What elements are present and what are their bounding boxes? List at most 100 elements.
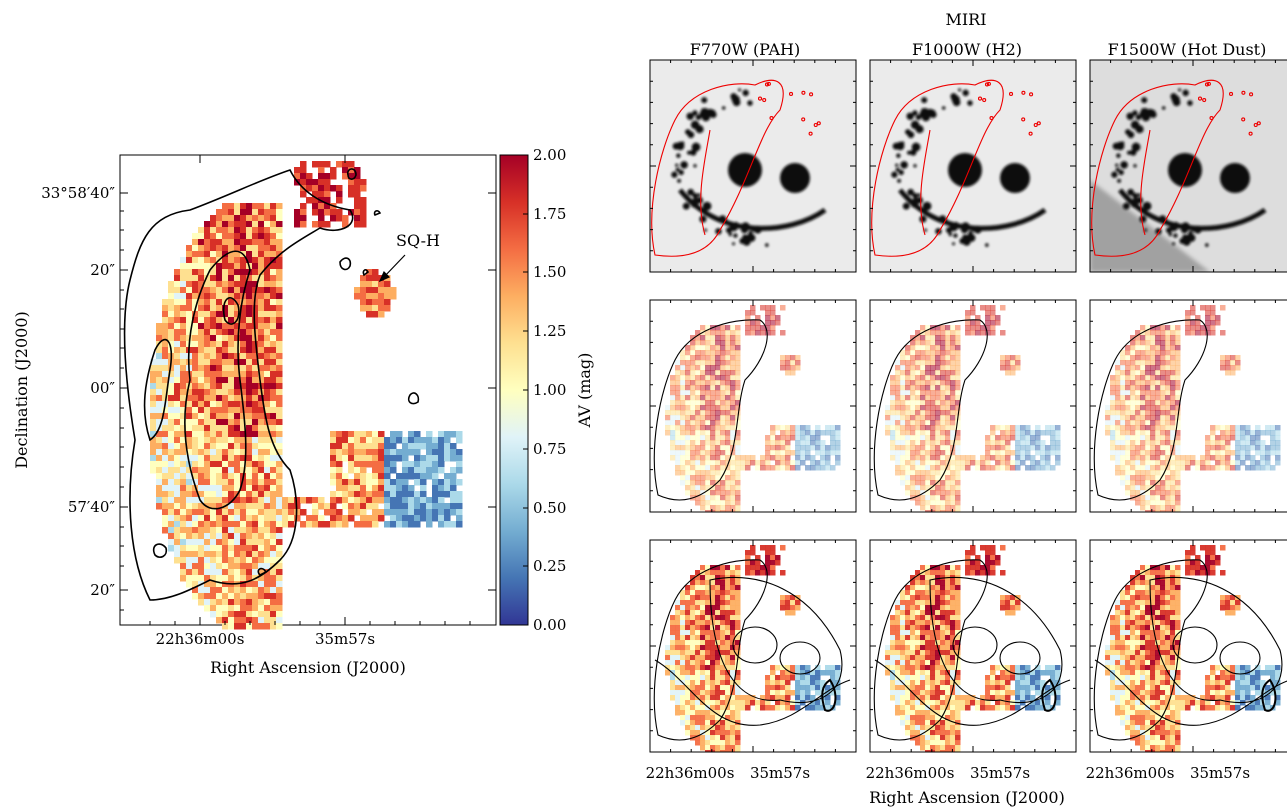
av-pixel — [725, 580, 731, 586]
av-pixel — [950, 360, 956, 366]
av-pixel — [228, 275, 235, 282]
av-pixel — [318, 221, 325, 228]
av-pixel — [945, 595, 951, 601]
av-pixel — [1115, 460, 1121, 466]
av-pixel — [920, 595, 926, 601]
av-pixel — [895, 615, 901, 621]
av-pixel — [264, 485, 271, 492]
av-pixel — [990, 305, 996, 311]
av-pixel — [680, 430, 686, 436]
av-pixel — [685, 625, 691, 631]
av-pixel — [730, 620, 736, 626]
av-pixel — [725, 350, 731, 356]
av-pixel — [1190, 310, 1196, 316]
av-pixel — [1240, 435, 1246, 441]
av-pixel — [940, 615, 946, 621]
av-pixel — [1140, 340, 1146, 346]
av-pixel — [950, 335, 956, 341]
av-pixel — [234, 563, 241, 570]
av-pixel — [228, 395, 235, 402]
av-pixel — [1240, 450, 1246, 456]
av-pixel — [1165, 445, 1171, 451]
av-pixel — [336, 215, 343, 222]
av-pixel — [680, 675, 686, 681]
av-pixel — [312, 185, 319, 192]
av-pixel — [270, 413, 277, 420]
av-pixel — [695, 465, 701, 471]
av-pixel — [192, 443, 199, 450]
av-pixel — [685, 450, 691, 456]
av-pixel — [180, 389, 187, 396]
av-pixel — [930, 395, 936, 401]
av-pixel — [695, 355, 701, 361]
av-pixel — [150, 449, 157, 456]
av-pixel — [1005, 600, 1011, 606]
contours — [653, 319, 768, 501]
av-pixel — [750, 565, 756, 571]
av-pixel — [210, 371, 217, 378]
av-pixel — [955, 390, 961, 396]
av-pixel — [1160, 325, 1166, 331]
av-pixel — [950, 620, 956, 626]
av-pixel — [675, 445, 681, 451]
av-pixel — [745, 460, 751, 466]
red-contours — [1091, 79, 1261, 257]
av-pixel — [1115, 380, 1121, 386]
av-pixel — [240, 503, 247, 510]
av-pixel — [685, 610, 691, 616]
av-pixel — [270, 515, 277, 522]
av-pixel — [360, 521, 367, 528]
av-pixel — [246, 341, 253, 348]
av-pixel — [765, 560, 771, 566]
av-pixel — [895, 400, 901, 406]
av-pixel — [258, 425, 265, 432]
av-pixel — [690, 675, 696, 681]
av-pixel — [1150, 480, 1156, 486]
av-pixel — [186, 443, 193, 450]
av-pixel — [228, 215, 235, 222]
av-pixel — [414, 455, 421, 462]
av-pixel — [1140, 395, 1146, 401]
av-pixel — [324, 209, 331, 216]
av-pixel — [755, 315, 761, 321]
av-pixel — [1030, 685, 1036, 691]
av-pixel — [685, 720, 691, 726]
av-pixel — [680, 620, 686, 626]
av-pixel — [276, 425, 283, 432]
av-pixel — [920, 390, 926, 396]
av-pixel — [950, 390, 956, 396]
av-pixel — [252, 377, 259, 384]
av-pixel — [168, 383, 175, 390]
av-pixel — [760, 700, 766, 706]
av-pixel — [390, 491, 397, 498]
av-pixel — [690, 615, 696, 621]
av-pixel — [270, 365, 277, 372]
av-pixel — [360, 491, 367, 498]
av-pixel — [890, 690, 896, 696]
av-pixel — [925, 330, 931, 336]
av-pixel — [725, 635, 731, 641]
av-pixel — [730, 350, 736, 356]
av-pixel — [330, 491, 337, 498]
av-pixel — [1105, 410, 1111, 416]
av-pixel — [925, 480, 931, 486]
av-pixel — [945, 485, 951, 491]
av-pixel — [710, 365, 716, 371]
av-pixel — [192, 275, 199, 282]
av-pixel — [710, 355, 716, 361]
av-pixel — [1050, 445, 1056, 451]
av-pixel — [915, 340, 921, 346]
av-pixel — [990, 425, 996, 431]
av-pixel — [168, 281, 175, 288]
av-pixel — [276, 383, 283, 390]
av-pixel — [930, 380, 936, 386]
av-pixel — [935, 410, 941, 416]
av-pixel — [735, 720, 741, 726]
av-pixel — [910, 685, 916, 691]
av-pixel — [675, 700, 681, 706]
av-pixel — [192, 233, 199, 240]
av-pixel — [750, 330, 756, 336]
av-pixel — [444, 449, 451, 456]
av-pixel — [925, 595, 931, 601]
av-pixel — [378, 509, 385, 516]
